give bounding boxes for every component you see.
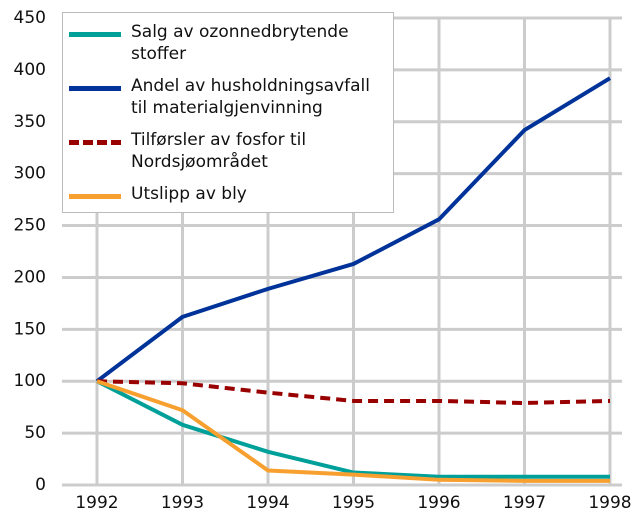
legend-swatch xyxy=(69,32,121,37)
series-line xyxy=(95,76,612,383)
y-tick-label: 250 xyxy=(14,216,46,236)
y-tick-label: 150 xyxy=(14,319,46,339)
legend-entry: Utslipp av bly xyxy=(69,183,393,205)
x-tick-label: 1994 xyxy=(246,493,289,513)
x-tick-label: 1993 xyxy=(161,493,204,513)
legend-label: Andel av husholdningsavfall til material… xyxy=(131,76,371,118)
legend-swatch xyxy=(69,194,121,199)
y-tick-label: 100 xyxy=(14,371,46,391)
x-tick-label: 1996 xyxy=(417,493,460,513)
legend-entry: Salg av ozonnedbrytende stoffer xyxy=(69,21,393,65)
legend-entry: Tilførsler av fosfor til Nordsjøområdet xyxy=(69,129,393,173)
y-tick-label: 350 xyxy=(14,112,46,132)
legend-swatch xyxy=(69,86,121,91)
y-tick-label: 200 xyxy=(14,267,46,287)
series-line xyxy=(96,379,610,483)
x-tick-label: 1998 xyxy=(588,493,631,513)
legend-swatch xyxy=(69,140,121,145)
x-tick-label: 1997 xyxy=(503,493,546,513)
series-line xyxy=(96,379,610,479)
y-tick-label: 0 xyxy=(35,475,46,495)
legend: Salg av ozonnedbrytende stoffer Andel av … xyxy=(62,12,394,213)
x-tick-label: 1992 xyxy=(75,493,118,513)
y-tick-label: 300 xyxy=(14,164,46,184)
legend-entry: Andel av husholdningsavfall til material… xyxy=(69,75,393,119)
legend-label: Salg av ozonnedbrytende stoffer xyxy=(131,22,349,64)
x-tick-label: 1995 xyxy=(332,493,375,513)
legend-label: Utslipp av bly xyxy=(131,184,247,204)
y-tick-label: 450 xyxy=(14,8,46,28)
y-tick-label: 50 xyxy=(24,423,46,443)
legend-label: Tilførsler av fosfor til Nordsjøområdet xyxy=(131,130,307,172)
y-tick-label: 400 xyxy=(14,60,46,80)
series-line xyxy=(96,379,611,406)
